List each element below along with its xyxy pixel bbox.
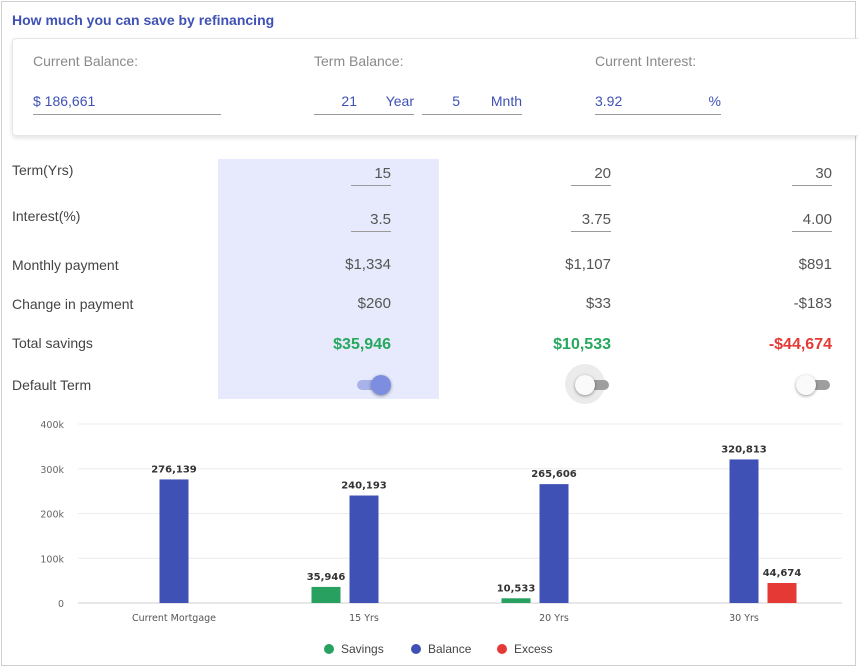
legend-savings-label: Savings — [341, 642, 384, 656]
interest-input-option-1[interactable]: 3.5 — [351, 210, 391, 232]
default-term-toggle-option-3[interactable] — [796, 375, 832, 395]
bar-balance — [349, 495, 379, 603]
bar-savings — [311, 586, 341, 603]
term-years-input[interactable]: 21 Year — [314, 89, 414, 115]
default-term-toggle-option-2[interactable] — [575, 375, 611, 395]
x-tick-label: Current Mortgage — [132, 613, 216, 624]
interest-input-option-2[interactable]: 3.75 — [571, 210, 611, 232]
data-label-balance: 320,813 — [721, 444, 767, 455]
term-months-input[interactable]: 5 Mnth — [422, 89, 522, 115]
row-label-monthly: Monthly payment — [12, 257, 119, 273]
default-term-toggle-option-1[interactable] — [355, 375, 391, 395]
term-balance-label: Term Balance: — [314, 53, 404, 69]
row-label-default: Default Term — [12, 377, 92, 393]
term-months-unit: Mnth — [490, 93, 522, 109]
data-label-savings: 10,533 — [497, 583, 536, 594]
current-balance-label: Current Balance: — [33, 53, 139, 69]
current-interest-value: 3.92 — [595, 93, 623, 109]
bar-balance — [159, 479, 189, 603]
term-years-unit: Year — [385, 93, 414, 109]
y-tick-label: 300k — [40, 465, 64, 476]
monthly-payment-option-2: $1,107 — [565, 256, 611, 273]
data-label-savings: 35,946 — [307, 572, 346, 583]
page-title: How much you can save by refinancing — [12, 12, 275, 28]
legend-savings-swatch — [324, 644, 334, 654]
data-label-balance: 276,139 — [151, 464, 197, 475]
row-label-term: Term(Yrs) — [12, 162, 74, 178]
selected-option-highlight — [218, 159, 439, 399]
change-payment-option-2: $33 — [585, 295, 611, 312]
row-label-interest: Interest(%) — [12, 208, 81, 224]
term-input-option-2[interactable]: 20 — [571, 164, 611, 186]
x-tick-label: 15 Yrs — [349, 613, 379, 624]
monthly-payment-option-3: $891 — [798, 256, 832, 273]
interest-input-option-3[interactable]: 4.00 — [792, 210, 832, 232]
term-months-value: 5 — [452, 93, 460, 109]
change-payment-option-1: $260 — [357, 295, 391, 312]
x-tick-label: 20 Yrs — [539, 613, 569, 624]
y-tick-label: 100k — [40, 554, 64, 565]
x-tick-label: 30 Yrs — [729, 613, 759, 624]
monthly-payment-option-1: $1,334 — [345, 256, 391, 273]
term-years-value: 21 — [341, 93, 357, 109]
current-balance-input[interactable]: $ 186,661 — [33, 89, 221, 115]
change-payment-option-3: -$183 — [793, 295, 832, 312]
row-label-savings: Total savings — [12, 335, 93, 351]
data-label-balance: 240,193 — [341, 481, 387, 492]
loan-inputs-card: Current Balance: $ 186,661 Term Balance:… — [12, 38, 858, 136]
legend-balance-label: Balance — [428, 642, 472, 656]
y-tick-label: 0 — [58, 599, 64, 610]
total-savings-option-2: $10,533 — [553, 336, 611, 353]
row-label-change: Change in payment — [12, 296, 134, 312]
bar-savings — [501, 598, 531, 603]
bar-excess — [767, 583, 797, 603]
term-input-option-3[interactable]: 30 — [792, 164, 832, 186]
legend-excess-swatch — [497, 644, 507, 654]
total-savings-option-1: $35,946 — [333, 336, 391, 353]
data-label-excess: 44,674 — [763, 568, 802, 579]
bar-balance — [729, 459, 759, 603]
refinance-comparison-chart: 400k 300k 200k 100k 0 Current Mortgage 15 Yrs 2… — [40, 420, 842, 624]
current-interest-unit: % — [708, 93, 721, 109]
bar-balance — [539, 484, 569, 603]
y-tick-label: 200k — [40, 510, 64, 521]
current-interest-label: Current Interest: — [595, 53, 697, 69]
y-tick-label: 400k — [40, 420, 64, 431]
data-label-balance: 265,606 — [531, 469, 577, 480]
current-interest-input[interactable]: 3.92 % — [595, 89, 721, 115]
total-savings-option-3: -$44,674 — [768, 336, 832, 353]
legend-excess-label: Excess — [514, 642, 553, 656]
term-input-option-1[interactable]: 15 — [351, 164, 391, 186]
current-balance-value: $ 186,661 — [33, 93, 96, 109]
legend-balance-swatch — [411, 644, 421, 654]
